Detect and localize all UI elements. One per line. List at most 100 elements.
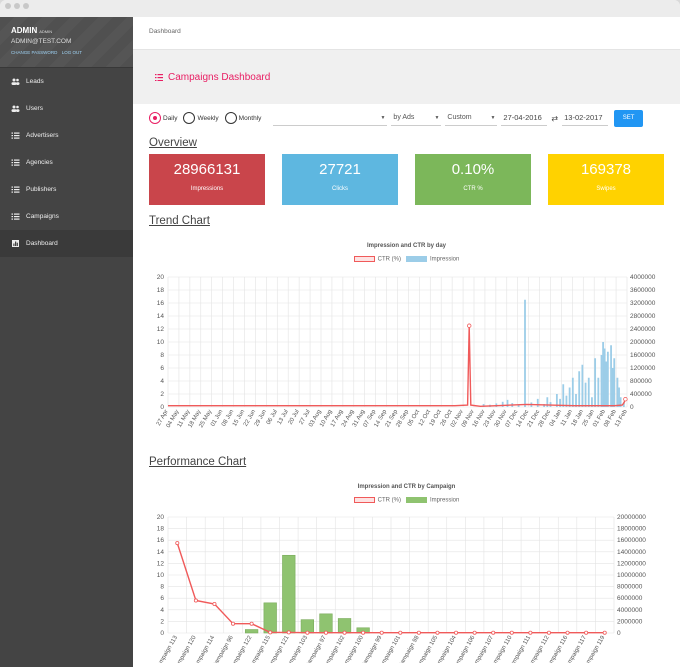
y-right-tick-label: 2800000: [630, 313, 656, 320]
legend-swatch: [353, 256, 375, 262]
radio-weekly-label: Weekly: [197, 114, 219, 122]
sidebar-item-publishers[interactable]: Publishers: [0, 176, 133, 203]
sidebar-item-dashboard[interactable]: Dashboard: [0, 230, 133, 257]
impression-bar: [575, 393, 577, 407]
ctr-line: [168, 325, 627, 407]
y-right-tick-label: 3200000: [630, 300, 656, 307]
sidebar-item-agencies[interactable]: Agencies: [0, 149, 133, 176]
impression-bar: [506, 399, 509, 407]
ctr-point: [416, 630, 421, 635]
legend-impression-label: Impression: [430, 256, 460, 263]
card-label: Swipes: [596, 186, 616, 192]
y-left-tick-label: 2: [160, 619, 164, 626]
impression-bar: [568, 387, 571, 407]
radio-checked-icon[interactable]: [149, 112, 161, 124]
date-to-input[interactable]: 13-02-2017: [562, 110, 609, 126]
card-value: 27721: [319, 161, 361, 178]
clicks-card: 27721 Clicks: [282, 154, 398, 205]
radio-daily[interactable]: Daily: [149, 112, 177, 124]
impressions-card: 28966131 Impressions: [149, 154, 265, 205]
breadcrumb[interactable]: Dashboard: [133, 17, 680, 50]
sidebar-item-advertisers[interactable]: Advertisers: [0, 122, 133, 149]
group-by-select[interactable]: by Ads ▼: [391, 110, 442, 126]
sidebar-item-users[interactable]: Users: [0, 95, 133, 122]
y-left-tick-label: 2: [160, 391, 164, 398]
impression-bar: [602, 341, 604, 407]
radio-unchecked-icon[interactable]: [224, 112, 237, 124]
y-left-tick-label: 18: [157, 287, 165, 294]
change-password-link[interactable]: CHANGE PASSWORD: [11, 50, 58, 55]
y-left-tick-label: 4: [160, 607, 164, 614]
impression-bar: [594, 357, 597, 407]
impression-bar: [517, 403, 520, 407]
ctr-point: [175, 541, 180, 546]
impression-bar: [524, 299, 526, 407]
card-value: 169378: [580, 161, 632, 178]
y-right-tick-label: 0: [617, 630, 621, 637]
window-dot-icon[interactable]: [5, 3, 11, 9]
impression-bar: [282, 555, 296, 634]
list-icon: [11, 213, 20, 220]
ctr-point: [602, 630, 607, 635]
y-right-tick-label: 3600000: [630, 287, 656, 294]
sidebar-item-campaigns[interactable]: Campaigns: [0, 203, 133, 230]
people-icon: [11, 78, 20, 85]
ctr-point: [193, 598, 198, 603]
ctr-point: [565, 630, 570, 635]
y-right-tick-label: 6000000: [617, 595, 643, 602]
impression-bar: [600, 354, 603, 407]
ctr-point: [249, 621, 254, 626]
list-icon: [11, 132, 20, 139]
y-right-tick-label: 4000000: [617, 607, 643, 614]
y-right-tick-label: 2000000: [630, 339, 656, 346]
y-left-tick-label: 20: [157, 514, 165, 521]
list-icon: [11, 186, 20, 193]
y-left-tick-label: 12: [157, 326, 165, 333]
radio-monthly[interactable]: Monthly: [224, 112, 262, 124]
ctr-point: [379, 630, 384, 635]
ctr-point: [361, 630, 366, 635]
set-button[interactable]: SET: [614, 109, 644, 127]
radio-weekly[interactable]: Weekly: [183, 112, 219, 124]
legend-impression[interactable]: Impression: [406, 496, 459, 503]
ctr-point: [212, 602, 217, 607]
date-from-input[interactable]: 27-04-2016: [501, 110, 548, 126]
impression-bar: [587, 377, 590, 407]
window-titlebar: [0, 0, 680, 17]
radio-monthly-label: Monthly: [238, 114, 262, 122]
ctr-point: [509, 630, 514, 635]
ctr-point: [286, 630, 291, 635]
x-tick-label: Campaign 113: [155, 635, 180, 664]
y-left-tick-label: 12: [157, 561, 165, 568]
overview-title: Overview: [149, 137, 197, 149]
card-label: CTR %: [463, 186, 483, 192]
sidebar-item-leads[interactable]: Leads: [0, 68, 133, 95]
legend-swatch: [353, 496, 375, 503]
campaign-select[interactable]: ▼: [273, 110, 388, 126]
y-right-tick-label: 4000000: [630, 274, 656, 281]
dashboard-content: Daily Weekly Monthly ▼ by Ads ▼ Custom ▼ 2…: [133, 104, 680, 667]
impression-bar: [565, 395, 568, 407]
y-right-tick-label: 2400000: [630, 326, 656, 333]
card-label: Clicks: [332, 186, 348, 192]
y-left-tick-label: 14: [157, 549, 165, 556]
range-select[interactable]: Custom ▼: [445, 110, 498, 126]
y-right-tick-label: 1600000: [630, 352, 656, 359]
window-dot-icon[interactable]: [23, 3, 29, 9]
user-email: ADMIN@TEST.COM: [11, 38, 72, 45]
ctr-point: [467, 323, 472, 328]
impression-bar: [584, 382, 587, 407]
y-right-tick-label: 800000: [630, 378, 652, 385]
impression-bar: [597, 377, 600, 407]
sidebar-item-label: Campaigns: [26, 213, 59, 220]
legend-ctr-label: CTR (%): [377, 497, 401, 504]
window-dot-icon[interactable]: [14, 3, 20, 9]
legend-impression[interactable]: Impression: [406, 256, 459, 263]
impression-bar: [613, 357, 616, 407]
legend-ctr[interactable]: CTR (%): [353, 256, 401, 263]
radio-unchecked-icon[interactable]: [183, 112, 196, 124]
logout-link[interactable]: LOG OUT: [61, 50, 82, 55]
legend-ctr[interactable]: CTR (%): [353, 496, 401, 504]
ctr-point: [342, 630, 347, 635]
user-name: ADMIN: [11, 26, 38, 35]
